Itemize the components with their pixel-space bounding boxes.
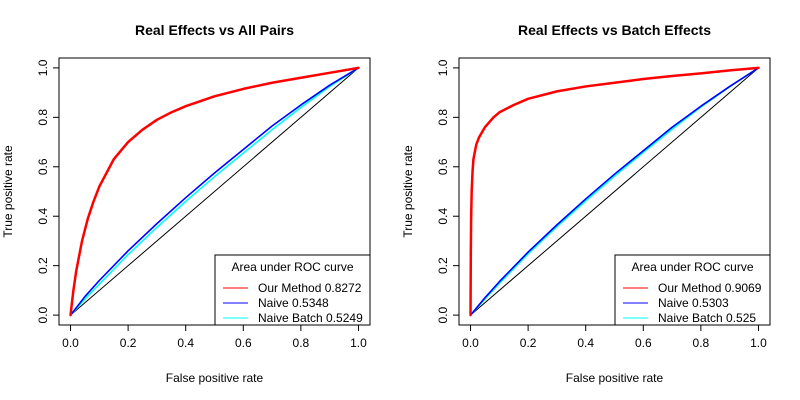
chart-title: Real Effects vs Batch Effects — [518, 22, 711, 38]
y-tick-label: 0.2 — [36, 257, 50, 274]
x-tick-label: 0.2 — [120, 336, 137, 350]
x-tick-label: 0.8 — [693, 336, 710, 350]
reference-diagonal-line — [70, 67, 359, 316]
chart-panel-batch-effects: Real Effects vs Batch Effects 0.0 0.2 0.4 0.… — [401, 22, 771, 385]
legend-title: Area under ROC curve — [631, 260, 753, 274]
y-tick-label: 0.2 — [436, 257, 450, 274]
legend-entry: Our Method 0.9069 — [658, 281, 762, 295]
x-tick-label: 0.8 — [293, 336, 310, 350]
y-tick-label: 0.0 — [36, 306, 50, 323]
series-line — [469, 66, 760, 317]
chart-title: Real Effects vs All Pairs — [135, 22, 294, 38]
y-tick-label: 0.8 — [36, 109, 50, 126]
y-tick-label: 0.4 — [436, 208, 450, 225]
x-axis-label: False positive rate — [566, 371, 664, 385]
reference-diagonal-line — [470, 67, 759, 316]
x-tick-label: 1.0 — [750, 336, 767, 350]
y-axis-label: True positive rate — [401, 145, 415, 238]
x-tick-label: 1.0 — [350, 336, 367, 350]
x-tick-label: 0.6 — [635, 336, 652, 350]
x-axis-label: False positive rate — [166, 371, 264, 385]
y-tick-label: 0.0 — [436, 306, 450, 323]
legend-entry: Naive 0.5303 — [658, 296, 729, 310]
y-tick-label: 0.4 — [36, 208, 50, 225]
chart-panel-all-pairs: Real Effects vs All Pairs 0.0 0.2 0.4 0.6 0.8… — [1, 22, 371, 385]
x-tick-label: 0.4 — [177, 336, 194, 350]
series-line — [69, 66, 360, 317]
series-line — [469, 67, 760, 316]
series-line — [69, 67, 360, 316]
y-tick-label: 1.0 — [36, 59, 50, 76]
y-axis-label: True positive rate — [1, 145, 15, 238]
x-tick-label: 0.2 — [520, 336, 537, 350]
x-tick-label: 0.4 — [577, 336, 594, 350]
series-line — [69, 67, 360, 316]
y-tick-label: 0.8 — [436, 109, 450, 126]
y-tick-label: 1.0 — [436, 59, 450, 76]
legend-entry: Naive 0.5348 — [258, 296, 329, 310]
legend-box — [214, 254, 371, 326]
legend-title: Area under ROC curve — [231, 260, 353, 274]
x-tick-label: 0.0 — [462, 336, 479, 350]
y-tick-label: 0.6 — [36, 158, 50, 175]
x-tick-label: 0.6 — [235, 336, 252, 350]
legend-entry: Our Method 0.8272 — [258, 281, 362, 295]
legend-entry: Naive Batch 0.525 — [658, 311, 756, 325]
legend-box — [614, 254, 771, 326]
x-tick-label: 0.0 — [62, 336, 79, 350]
y-tick-label: 0.6 — [436, 158, 450, 175]
legend-entry: Naive Batch 0.5249 — [258, 311, 363, 325]
